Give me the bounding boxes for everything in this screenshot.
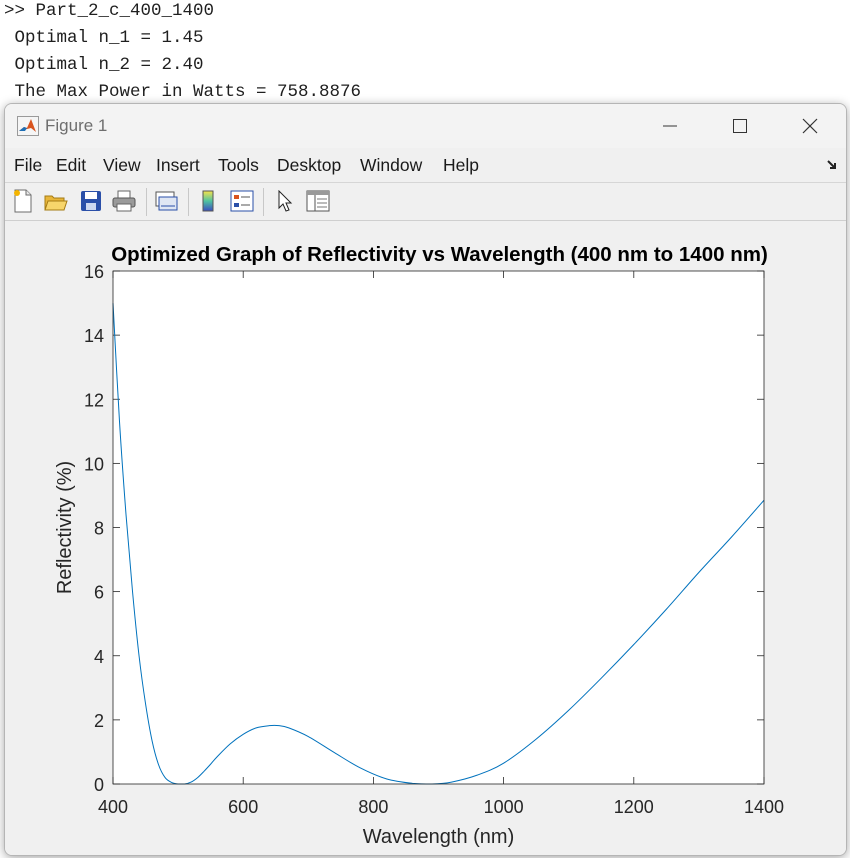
toolbar-separator <box>263 188 264 216</box>
y-tick-label: 2 <box>94 711 104 731</box>
new-figure-icon[interactable] <box>10 188 36 214</box>
console-command: >> Part_2_c_400_1400 <box>4 1 215 21</box>
reflectivity-series-line[interactable] <box>112 303 765 785</box>
chart-title: Optimized Graph of Reflectivity vs Wavel… <box>111 243 768 266</box>
x-axis-label: Wavelength (nm) <box>363 826 515 848</box>
console-output-n1: Optimal n_1 = 1.45 <box>4 28 204 48</box>
y-tick-label: 12 <box>84 390 104 410</box>
title-bar[interactable]: Figure 1 <box>5 104 846 148</box>
toolbar-separator <box>146 188 147 216</box>
y-tick-label: 10 <box>84 454 104 474</box>
link-plot-icon[interactable] <box>153 188 179 214</box>
open-file-icon[interactable] <box>43 188 69 214</box>
y-tick-label: 16 <box>84 262 104 282</box>
menu-window[interactable]: Window <box>360 155 423 175</box>
dock-arrow-icon[interactable] <box>827 158 839 176</box>
x-tick-label: 1000 <box>484 797 524 817</box>
legend-icon[interactable] <box>229 188 255 214</box>
console-output-power: The Max Power in Watts = 758.8876 <box>4 82 362 102</box>
print-icon[interactable] <box>111 188 137 214</box>
x-tick-label: 1400 <box>744 797 784 817</box>
axes-background[interactable] <box>113 271 764 784</box>
window-title: Figure 1 <box>45 116 108 135</box>
save-icon[interactable] <box>78 188 104 214</box>
y-tick-label: 8 <box>94 519 104 539</box>
close-icon <box>802 118 818 134</box>
menu-insert[interactable]: Insert <box>156 155 200 175</box>
x-tick-label: 400 <box>98 797 128 817</box>
menu-help[interactable]: Help <box>443 155 479 175</box>
axes-frame <box>112 270 765 785</box>
colorbar-icon[interactable] <box>195 188 221 214</box>
menu-bar: File Edit View Insert Tools Desktop Wind… <box>5 148 846 183</box>
figure-window: Figure 1 File Edit View Insert Tools Des… <box>4 103 847 856</box>
command-window: >> Part_2_c_400_1400 Optimal n_1 = 1.45 … <box>0 0 850 110</box>
close-button[interactable] <box>779 108 841 144</box>
maximize-button[interactable] <box>709 108 771 144</box>
y-tick-label: 14 <box>84 326 104 346</box>
chart: 400 600 800 1000 1200 1400 0 2 4 6 8 10 12 14 16 Optim… <box>54 243 784 848</box>
figure-canvas: 400 600 800 1000 1200 1400 0 2 4 6 8 10 12 14 16 Optim… <box>5 221 846 855</box>
menu-tools[interactable]: Tools <box>218 155 259 175</box>
y-axis-label: Reflectivity (%) <box>54 461 76 594</box>
x-tick-label: 1200 <box>614 797 654 817</box>
edit-plot-pointer-icon[interactable] <box>272 188 298 214</box>
x-tick-label: 800 <box>358 797 388 817</box>
x-tick-label: 600 <box>228 797 258 817</box>
menu-view[interactable]: View <box>103 155 141 175</box>
toolbar-separator <box>188 188 189 216</box>
matlab-logo-icon <box>17 116 39 136</box>
y-tick-label: 4 <box>94 647 104 667</box>
minimize-icon <box>663 125 677 127</box>
maximize-icon <box>733 119 747 133</box>
property-inspector-icon[interactable] <box>305 188 331 214</box>
menu-desktop[interactable]: Desktop <box>277 155 342 175</box>
y-tick-label: 0 <box>94 775 104 795</box>
menu-file[interactable]: File <box>14 155 43 175</box>
axes-ticks: 400 600 800 1000 1200 1400 0 2 4 6 8 10 12 14 16 <box>84 262 784 817</box>
console-output-n2: Optimal n_2 = 2.40 <box>4 55 204 75</box>
y-tick-label: 6 <box>94 583 104 603</box>
menu-edit[interactable]: Edit <box>56 155 87 175</box>
figure-toolbar <box>5 183 846 221</box>
minimize-button[interactable] <box>639 108 701 144</box>
